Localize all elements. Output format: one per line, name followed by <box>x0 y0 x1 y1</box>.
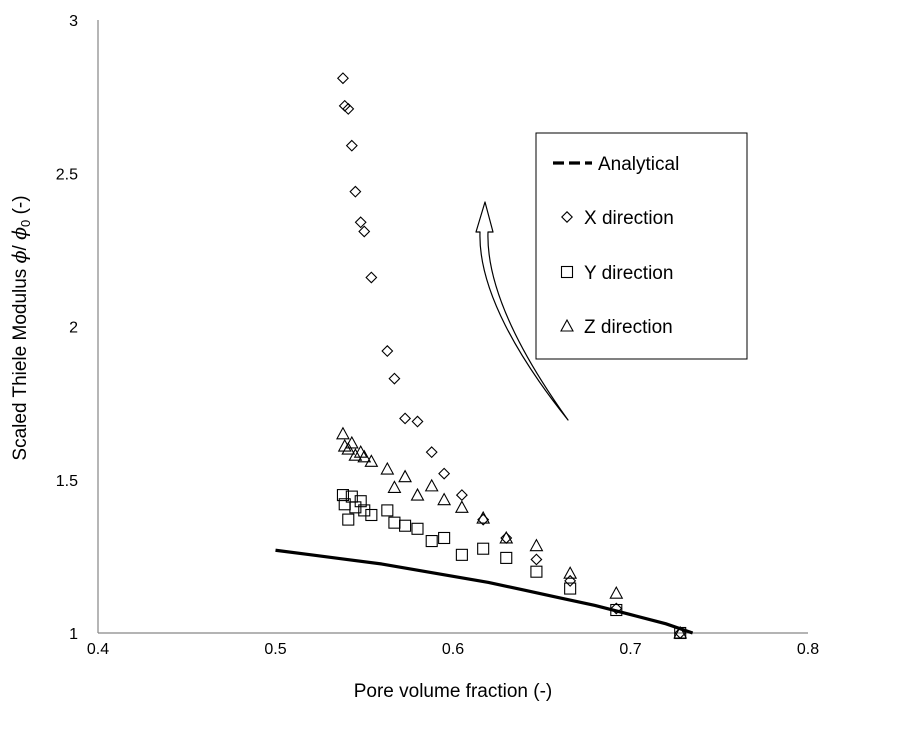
diamond-marker <box>411 415 424 428</box>
square-marker <box>365 508 378 522</box>
diamond-marker <box>425 446 438 459</box>
triangle-marker <box>673 625 688 639</box>
series-y-direction <box>336 489 687 640</box>
triangle-marker <box>609 586 624 599</box>
y-axis-title: Scaled Thiele Modulus ϕ/ ϕ0 (-) <box>9 195 33 460</box>
triangle-marker <box>344 435 359 449</box>
legend-triangle-icon <box>560 318 574 332</box>
triangle-marker <box>563 566 578 579</box>
diamond-marker <box>530 553 543 566</box>
triangle-marker <box>410 487 425 501</box>
square-marker <box>455 548 468 561</box>
x-tick-label: 0.4 <box>87 641 109 658</box>
diamond-marker <box>610 602 623 615</box>
legend-label: Y direction <box>584 263 673 284</box>
diamond-marker <box>455 489 468 502</box>
triangle-marker <box>424 478 439 492</box>
triangle-marker <box>364 454 379 467</box>
legend-label: X direction <box>584 208 674 229</box>
diamond-marker <box>336 72 349 85</box>
square-marker <box>477 542 490 555</box>
triangle-marker <box>336 426 350 440</box>
triangle-marker <box>348 448 363 461</box>
y-tick-label: 2 <box>69 320 78 337</box>
diamond-marker <box>358 225 371 238</box>
diamond-marker <box>438 467 451 480</box>
square-marker <box>564 582 577 595</box>
legend-label: Analytical <box>598 154 679 175</box>
square-marker <box>381 504 394 517</box>
square-marker <box>342 513 355 526</box>
diamond-marker <box>381 345 394 357</box>
y-axis-title-symbol-denominator: ϕ <box>9 227 31 240</box>
triangle-marker <box>437 492 452 506</box>
y-axis-title-subscript: 0 <box>18 220 33 227</box>
square-marker <box>425 534 438 548</box>
diamond-marker <box>399 412 412 425</box>
triangle-marker <box>357 449 372 463</box>
curved-arrow-annotation <box>475 201 569 421</box>
square-marker <box>336 489 350 502</box>
diamond-marker <box>388 372 401 385</box>
square-marker <box>530 565 543 578</box>
series-z-direction <box>336 426 688 639</box>
legend: Analytical X direction Y direction Z direct… <box>535 132 748 360</box>
y-tick-label: 2.5 <box>56 166 78 183</box>
y-axis-title-prefix: Scaled Thiele Modulus <box>10 263 31 460</box>
triangle-marker <box>387 480 402 493</box>
series-layer <box>275 72 694 640</box>
diamond-marker <box>342 102 355 115</box>
y-axis-title-suffix: (-) <box>10 195 31 219</box>
legend-box <box>535 132 748 360</box>
triangle-marker <box>398 469 413 483</box>
triangle-marker <box>380 461 395 475</box>
y-tick-label: 3 <box>69 13 78 30</box>
y-axis-title-separator: / <box>10 240 31 251</box>
tick-labels: 0.4 0.5 0.6 0.7 0.8 1 1.5 2 2.5 3 <box>56 13 819 658</box>
square-marker <box>411 522 424 535</box>
triangle-marker <box>529 538 544 552</box>
x-tick-label: 0.8 <box>797 641 819 658</box>
diamond-marker <box>365 271 378 284</box>
legend-square-icon <box>560 265 574 279</box>
legend-diamond-icon <box>561 211 573 223</box>
square-marker <box>500 551 513 564</box>
square-marker <box>358 504 371 517</box>
analytical-line <box>275 548 694 635</box>
x-tick-label: 0.6 <box>442 641 464 658</box>
triangle-marker <box>476 510 491 524</box>
diamond-marker <box>564 574 577 587</box>
square-marker <box>354 495 367 508</box>
triangle-marker <box>499 530 514 544</box>
series-analytical <box>275 548 694 635</box>
diamond-marker <box>345 139 358 152</box>
y-tick-label: 1.5 <box>56 473 78 490</box>
x-tick-label: 0.7 <box>619 641 641 658</box>
triangle-marker <box>454 500 469 513</box>
square-marker <box>438 531 451 545</box>
square-marker <box>610 603 623 617</box>
legend-label: Z direction <box>584 317 673 338</box>
square-marker <box>399 519 412 532</box>
square-marker <box>388 516 401 529</box>
y-axis-title-symbol: ϕ <box>9 250 31 263</box>
diamond-marker <box>354 216 367 229</box>
diamond-marker <box>349 185 362 198</box>
x-tick-label: 0.5 <box>264 641 286 658</box>
diamond-marker <box>338 99 351 112</box>
y-tick-label: 1 <box>69 626 78 643</box>
x-axis-title: Pore volume fraction (-) <box>354 681 553 702</box>
triangle-marker <box>341 441 356 455</box>
